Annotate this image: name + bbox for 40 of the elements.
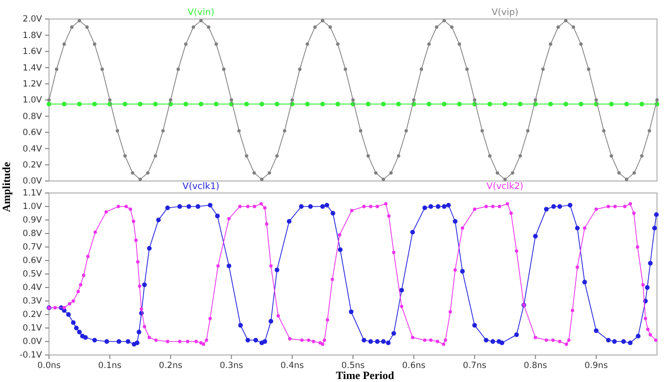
x-tick-label: 0.7ns	[462, 361, 487, 372]
series-label: V(vclk1)	[182, 182, 220, 192]
y-tick-label: 1.8V	[22, 30, 42, 41]
y-tick-label: 0.4V	[22, 144, 42, 154]
x-tick-label: 0.6ns	[402, 361, 426, 372]
x-tick-label: 0.2ns	[158, 361, 183, 372]
y-tick-label: 0.0V	[22, 176, 42, 187]
y-tick-label: 0.4V	[22, 283, 42, 294]
y-tick-label: 1.6V	[22, 47, 42, 58]
y-tick-label: 0.7V	[22, 242, 42, 253]
y-tick-label: 1.0V	[22, 202, 42, 212]
x-tick-label: 0.0ns	[37, 361, 62, 372]
y-tick-label: 0.6V	[22, 256, 42, 266]
y-tick-label: -0.1V	[20, 350, 42, 361]
y-tick-label: 1.0V	[22, 96, 42, 106]
y-tick-label: 1.2V	[22, 80, 42, 90]
y-axis-title: Amplitude	[1, 162, 13, 212]
x-tick-label: 0.9ns	[584, 361, 608, 372]
y-tick-label: 0.8V	[22, 112, 42, 122]
x-tick-label: 0.4ns	[280, 361, 304, 372]
text: V(vip)	[492, 8, 518, 18]
y-tick-label: 0.2V	[22, 160, 42, 171]
y-tick-label: 0.8V	[22, 229, 42, 240]
y-tick-label: 0.2V	[22, 310, 42, 320]
y-tick-label: 0.0V	[22, 337, 42, 348]
y-tick-label: 0.6V	[22, 128, 42, 138]
y-tick-label: 2.0V	[22, 14, 42, 25]
x-axis-title: Time Period	[336, 370, 394, 382]
text: V(vin)	[188, 8, 214, 18]
y-tick-label: 1.4V	[22, 63, 42, 74]
series-label: V(vclk2)	[486, 182, 524, 192]
x-tick-label: 0.8ns	[524, 361, 548, 372]
x-tick-label: 0.3ns	[220, 361, 244, 372]
x-tick-label: 0.5ns	[341, 361, 366, 372]
y-tick-label: 0.1V	[22, 324, 42, 334]
x-tick-label: 0.1ns	[98, 361, 122, 372]
y-tick-label: 0.3V	[22, 296, 42, 307]
y-tick-label: 0.9V	[22, 216, 42, 226]
y-tick-label: 0.5V	[22, 270, 42, 280]
y-tick-label: 1.1V	[22, 188, 42, 199]
